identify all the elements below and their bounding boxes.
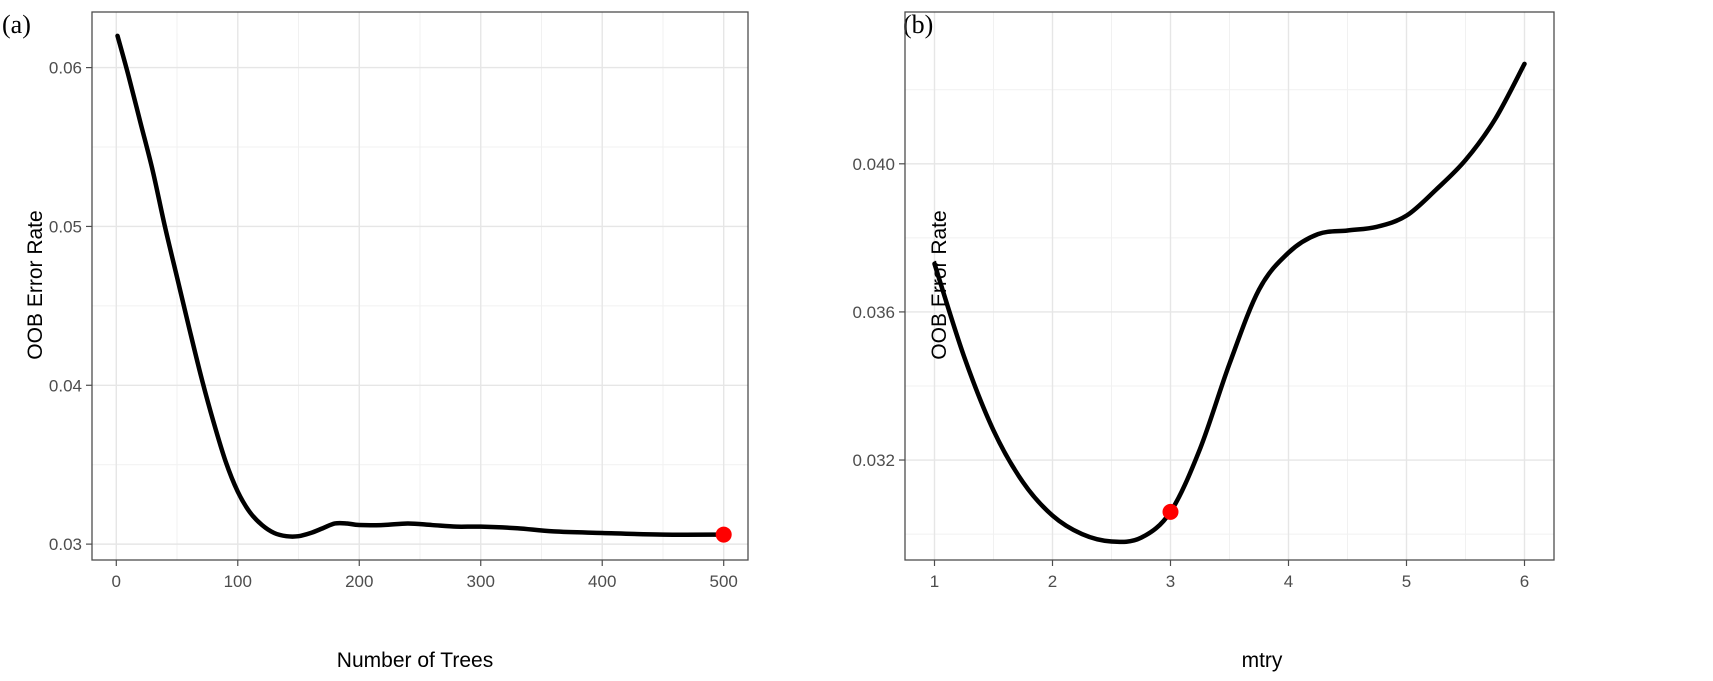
panel-b-y-tick-label: 0.036 xyxy=(852,303,895,322)
panel-a-x-tick-label: 400 xyxy=(588,572,616,591)
panel-b-x-tick-label: 1 xyxy=(930,572,939,591)
panel-b-x-tick-label: 6 xyxy=(1520,572,1529,591)
panel-a-x-tick-label: 100 xyxy=(224,572,252,591)
panel-a-oob-curve xyxy=(115,33,726,539)
panel-b-x-axis-title: mtry xyxy=(1242,649,1283,672)
panel-b-x-tick-label: 4 xyxy=(1284,572,1293,591)
panel-b-x-tick-label: 3 xyxy=(1166,572,1175,591)
panel-a-x-tick-label: 500 xyxy=(710,572,738,591)
panel-a-y-axis-title: OOB Error Rate xyxy=(24,210,47,359)
panel-a-highlight-point xyxy=(715,526,732,543)
panel-b-y-axis-title: OOB Error Rate xyxy=(928,210,951,359)
panel-b-border xyxy=(904,11,1555,561)
panel-b-y-tick-label: 0.032 xyxy=(852,451,895,470)
panel-a-x-axis-title: Number of Trees xyxy=(337,649,493,672)
panel-a-tick-labels: 0 100 200 300 400 500 0.03 0.04 0.05 0.06 xyxy=(49,59,738,591)
panel-a-x-tick-label: 200 xyxy=(345,572,373,591)
panel-b-label: (b) xyxy=(903,10,933,39)
panel-b-grid xyxy=(905,12,1554,560)
panel-a-x-tick-label: 300 xyxy=(467,572,495,591)
panel-b-x-tick-label: 2 xyxy=(1048,572,1057,591)
panel-a-y-tick-label: 0.04 xyxy=(49,376,82,395)
panel-a-y-tick-label: 0.06 xyxy=(49,59,82,78)
panel-b: (b) 1 2 3 4 5 6 0.032 0.036 0.040 mtry OOB Error… xyxy=(852,10,1555,672)
panel-a-grid xyxy=(92,12,748,560)
panel-a-border xyxy=(91,11,749,561)
panel-a-ticks xyxy=(86,66,725,566)
panel-b-oob-curve xyxy=(932,61,1527,545)
panel-a: (a) 0 100 200 300 400 500 0.03 0.04 0.05 0.06 Num… xyxy=(2,10,749,672)
panel-b-y-tick-label: 0.040 xyxy=(852,155,895,174)
panel-a-x-tick-label: 0 xyxy=(112,572,121,591)
panel-b-x-tick-label: 5 xyxy=(1402,572,1411,591)
panel-b-highlight-point xyxy=(1162,503,1179,520)
panel-b-ticks xyxy=(899,163,1526,566)
panel-a-y-tick-label: 0.05 xyxy=(49,217,82,236)
panel-a-y-tick-label: 0.03 xyxy=(49,535,82,554)
panel-a-label: (a) xyxy=(2,10,31,39)
panel-b-tick-labels: 1 2 3 4 5 6 0.032 0.036 0.040 xyxy=(852,155,1529,591)
